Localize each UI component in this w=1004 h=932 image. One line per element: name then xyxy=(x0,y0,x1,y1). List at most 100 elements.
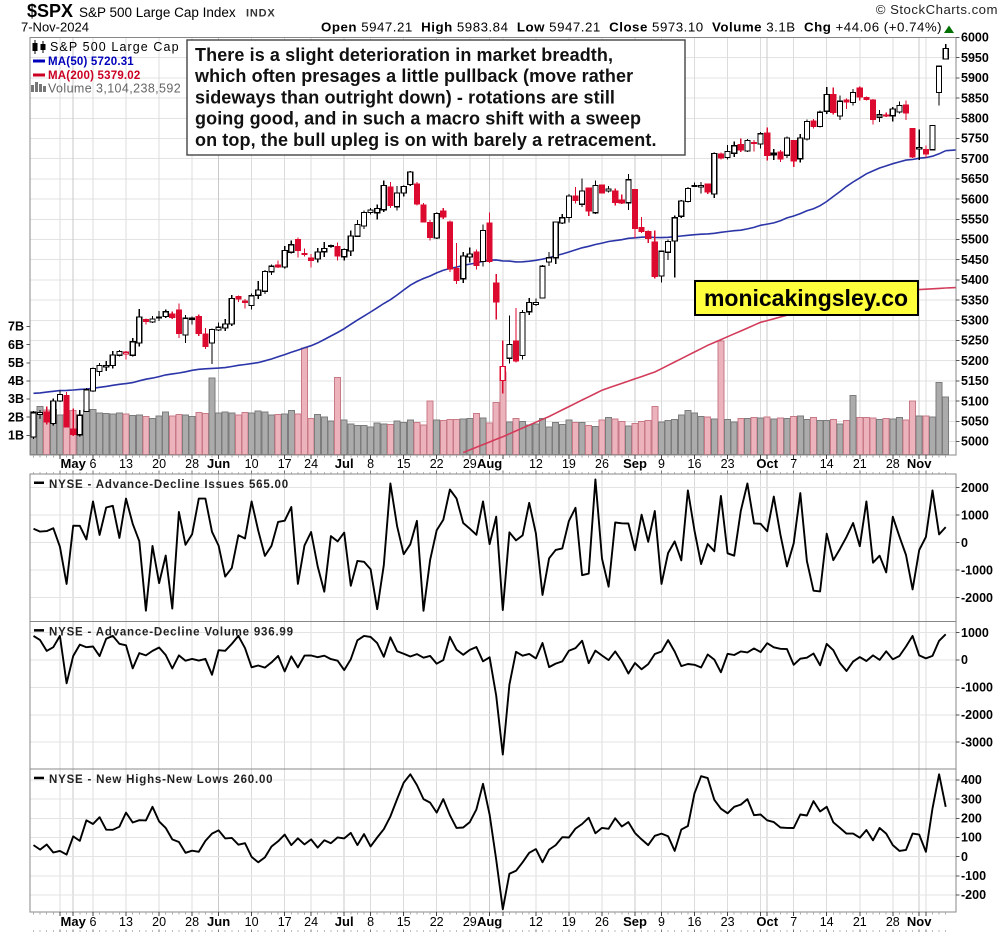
svg-text:26: 26 xyxy=(595,457,609,471)
svg-text:22: 22 xyxy=(430,457,444,471)
svg-text:Jul: Jul xyxy=(335,456,354,471)
svg-text:5250: 5250 xyxy=(961,334,989,348)
svg-text:Sep: Sep xyxy=(623,456,647,471)
svg-text:8: 8 xyxy=(367,457,374,471)
svg-text:-2000: -2000 xyxy=(961,591,993,605)
svg-text:0: 0 xyxy=(961,850,968,864)
svg-text:INDX: INDX xyxy=(246,8,275,20)
svg-text:7: 7 xyxy=(790,915,797,929)
svg-text:6: 6 xyxy=(90,457,97,471)
svg-text:7B: 7B xyxy=(8,320,24,334)
svg-text:-1000: -1000 xyxy=(961,681,993,695)
svg-text:15: 15 xyxy=(397,915,411,929)
svg-text:29: 29 xyxy=(463,457,477,471)
svg-text:$SPX: $SPX xyxy=(27,1,73,21)
svg-text:which often presages a little: which often presages a little pullback (… xyxy=(194,66,633,86)
svg-text:sideways than outright down) -: sideways than outright down) - rotations… xyxy=(195,87,615,107)
svg-text:7: 7 xyxy=(790,457,797,471)
svg-text:MA(200) 5379.02: MA(200) 5379.02 xyxy=(48,70,141,82)
svg-text:4B: 4B xyxy=(8,374,24,388)
svg-text:17: 17 xyxy=(278,457,292,471)
svg-text:2B: 2B xyxy=(8,410,24,424)
svg-text:17: 17 xyxy=(278,915,292,929)
svg-text:-100: -100 xyxy=(961,869,986,883)
svg-text:5350: 5350 xyxy=(961,293,989,307)
svg-text:Nov: Nov xyxy=(907,914,932,929)
svg-text:10: 10 xyxy=(245,915,259,929)
svg-text:26: 26 xyxy=(595,915,609,929)
svg-text:5100: 5100 xyxy=(961,394,989,408)
svg-text:-1000: -1000 xyxy=(961,563,993,577)
svg-text:5850: 5850 xyxy=(961,91,989,105)
svg-text:-2000: -2000 xyxy=(961,708,993,722)
svg-text:Oct: Oct xyxy=(756,914,778,929)
svg-text:5300: 5300 xyxy=(961,314,989,328)
svg-text:Jul: Jul xyxy=(335,914,354,929)
svg-text:5000: 5000 xyxy=(961,435,989,449)
svg-text:28: 28 xyxy=(185,457,199,471)
svg-text:2000: 2000 xyxy=(961,481,989,495)
svg-text:5050: 5050 xyxy=(961,415,989,429)
svg-text:14: 14 xyxy=(820,457,834,471)
svg-text:22: 22 xyxy=(430,915,444,929)
svg-text:5150: 5150 xyxy=(961,374,989,388)
svg-text:400: 400 xyxy=(961,773,982,787)
svg-text:23: 23 xyxy=(721,915,735,929)
svg-text:1B: 1B xyxy=(8,429,24,443)
svg-text:Volume 3,104,238,592: Volume 3,104,238,592 xyxy=(48,82,181,96)
svg-text:5700: 5700 xyxy=(961,152,989,166)
svg-text:Oct: Oct xyxy=(756,456,778,471)
svg-text:200: 200 xyxy=(961,812,982,826)
svg-text:5B: 5B xyxy=(8,356,24,370)
svg-text:Open 5947.21 High 5983.84 Lo: Open 5947.21 High 5983.84 Low 5947.21 Cl… xyxy=(321,20,942,35)
svg-text:1000: 1000 xyxy=(961,508,989,522)
svg-text:3B: 3B xyxy=(8,392,24,406)
svg-text:16: 16 xyxy=(688,915,702,929)
svg-text:5600: 5600 xyxy=(961,192,989,206)
svg-text:16: 16 xyxy=(688,457,702,471)
svg-text:19: 19 xyxy=(562,915,576,929)
svg-text:May: May xyxy=(61,914,87,929)
svg-text:9: 9 xyxy=(658,915,665,929)
svg-text:20: 20 xyxy=(152,915,166,929)
svg-text:Aug: Aug xyxy=(477,914,502,929)
svg-text:-3000: -3000 xyxy=(961,735,993,749)
svg-text:300: 300 xyxy=(961,792,982,806)
svg-text:5550: 5550 xyxy=(961,213,989,227)
svg-text:5400: 5400 xyxy=(961,273,989,287)
svg-text:28: 28 xyxy=(185,915,199,929)
svg-text:monicakingsley.co: monicakingsley.co xyxy=(704,285,908,311)
svg-text:8: 8 xyxy=(367,915,374,929)
svg-text:NYSE - New Highs-New Lows 260.: NYSE - New Highs-New Lows 260.00 xyxy=(49,774,273,786)
svg-text:S&P 500 Large Cap: S&P 500 Large Cap xyxy=(50,40,180,54)
svg-text:5800: 5800 xyxy=(961,112,989,126)
svg-text:1000: 1000 xyxy=(961,626,989,640)
svg-text:13: 13 xyxy=(119,457,133,471)
svg-text:5750: 5750 xyxy=(961,132,989,146)
svg-text:13: 13 xyxy=(119,915,133,929)
svg-text:29: 29 xyxy=(463,915,477,929)
svg-text:© StockCharts.com: © StockCharts.com xyxy=(876,2,998,17)
svg-text:6: 6 xyxy=(90,915,97,929)
svg-text:21: 21 xyxy=(853,457,867,471)
svg-text:Jun: Jun xyxy=(207,914,230,929)
svg-text:15: 15 xyxy=(397,457,411,471)
svg-text:28: 28 xyxy=(886,457,900,471)
svg-text:20: 20 xyxy=(152,457,166,471)
svg-text:May: May xyxy=(61,456,87,471)
svg-text:5900: 5900 xyxy=(961,71,989,85)
svg-text:19: 19 xyxy=(562,457,576,471)
svg-text:-200: -200 xyxy=(961,888,986,902)
svg-text:24: 24 xyxy=(304,457,318,471)
svg-text:S&P 500 Large Cap Index: S&P 500 Large Cap Index xyxy=(79,5,236,20)
svg-text:6000: 6000 xyxy=(961,31,989,45)
svg-text:on top, the bull upleg is on w: on top, the bull upleg is on with barely… xyxy=(195,130,657,150)
svg-text:28: 28 xyxy=(886,915,900,929)
svg-text:12: 12 xyxy=(529,457,543,471)
svg-text:12: 12 xyxy=(529,915,543,929)
svg-text:NYSE - Advance-Decline Issues: NYSE - Advance-Decline Issues 565.00 xyxy=(49,479,289,491)
svg-text:7-Nov-2024: 7-Nov-2024 xyxy=(21,20,89,35)
svg-text:5500: 5500 xyxy=(961,233,989,247)
svg-text:5950: 5950 xyxy=(961,51,989,65)
svg-text:NYSE - Advance-Decline Volume: NYSE - Advance-Decline Volume 936.99 xyxy=(49,627,294,639)
